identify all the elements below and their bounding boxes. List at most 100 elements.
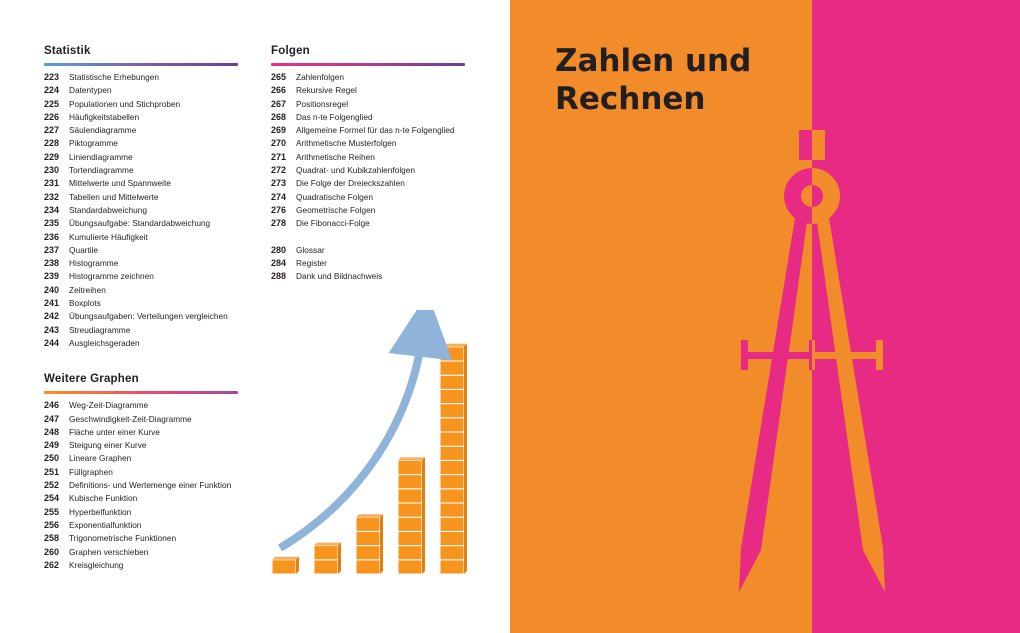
section-rule-statistik [44, 63, 238, 66]
toc-entry-title: Ausgleichsgeraden [69, 337, 140, 348]
toc-entry-title: Füllgraphen [69, 466, 113, 477]
toc-page-number: 242 [44, 311, 60, 322]
toc-page-number: 231 [44, 178, 60, 189]
cube-stack-illustration [271, 310, 467, 575]
toc-entry-title: Piktogramme [69, 138, 118, 149]
toc-page-number: 229 [44, 151, 60, 162]
cube [271, 559, 297, 575]
toc-entry-title: Geometrische Folgen [296, 204, 376, 215]
cube [313, 559, 339, 575]
toc-page-number: 230 [44, 165, 60, 176]
toc-entry-title: Tortendiagramme [69, 165, 134, 176]
toc-page-number: 256 [44, 519, 60, 530]
toc-page-number: 238 [44, 258, 60, 269]
toc-entry: 226 Häufigkeitstabellen [44, 111, 238, 124]
toc-entry: 269 Allgemeine Formel für das n-te Folgen… [271, 124, 465, 137]
section-title-weitere-graphen: Weitere Graphen [44, 373, 139, 386]
toc-entry-title: Trigonometrische Funktionen [69, 533, 177, 544]
toc-entry: 250 Lineare Graphen [44, 452, 238, 465]
toc-entry: 252 Definitions- und Wertemenge einer Fun… [44, 479, 238, 492]
toc-page-number: 274 [271, 191, 287, 202]
toc-entry-title: Lineare Graphen [69, 453, 132, 464]
toc-entry: 244 Ausgleichsgeraden [44, 337, 238, 350]
toc-entry-title: Übungsaufgaben: Verteilungen vergleichen [69, 311, 228, 322]
toc-entry-title: Histogramme zeichnen [69, 271, 154, 282]
toc-entry-title: Kumulierte Häufigkeit [69, 231, 148, 242]
toc-list-weitere-graphen: 246 Weg-Zeit-Diagramme 247 Geschwindigkeit-… [44, 399, 238, 572]
cube [439, 502, 465, 518]
toc-page-number: 265 [271, 72, 287, 82]
toc-entry-title: Graphen verschieben [69, 546, 149, 557]
drawing-compass-icon [739, 130, 885, 592]
toc-entry: 267 Positionsregel [271, 98, 465, 111]
toc-entry: 247 Geschwindigkeit-Zeit-Diagramme [44, 413, 238, 426]
cube [439, 374, 465, 390]
toc-entry-title: Die Folge der Dreieckszahlen [296, 178, 405, 189]
cube [439, 474, 465, 490]
toc-entry-title: Kubische Funktion [69, 493, 138, 504]
toc-entry-title: Weg-Zeit-Diagramme [69, 400, 149, 411]
toc-entry-title: Positionsregel [296, 98, 349, 109]
toc-page-number: 262 [44, 559, 60, 570]
toc-page-number: 249 [44, 440, 60, 451]
toc-page-number: 247 [44, 413, 60, 424]
toc-entry: 278 Die Fibonacci-Folge [271, 217, 465, 230]
section-title-folgen: Folgen [271, 45, 310, 57]
toc-entry: 241 Boxplots [44, 297, 238, 310]
cube [397, 530, 423, 547]
toc-entry: 251 Füllgraphen [44, 466, 238, 479]
toc-entry-title: Steigung einer Kurve [69, 440, 147, 451]
toc-entry: 284 Register [271, 257, 465, 270]
toc-entry-title: Standardabweichung [69, 204, 147, 215]
toc-entry: 266 Rekursive Regel [271, 84, 465, 97]
toc-entry: 242 Übungsaufgaben: Verteilungen vergleic… [44, 310, 238, 323]
toc-page-number: 227 [44, 125, 60, 136]
cube-top-face [356, 514, 383, 518]
toc-entry-title: Fläche unter einer Kurve [69, 426, 160, 437]
toc-entry-title: Arithmetische Reihen [296, 151, 375, 162]
toc-entry-title: Exponentialfunktion [69, 519, 142, 530]
toc-entry-title: Tabellen und Mittelwerte [69, 191, 159, 202]
toc-entry: 270 Arithmetische Musterfolgen [271, 137, 465, 150]
cube [355, 559, 381, 575]
toc-page-number: 241 [44, 298, 60, 309]
cube [355, 530, 381, 547]
toc-entry: 240 Zeitreihen [44, 284, 238, 297]
toc-page-number: 228 [44, 138, 60, 149]
toc-entry: 254 Kubische Funktion [44, 492, 238, 505]
toc-entry-title: Übungsaufgabe: Standardabweichung [69, 218, 211, 229]
toc-page-number: 252 [44, 480, 60, 491]
cube-stack [313, 542, 341, 575]
toc-page-number: 251 [44, 466, 60, 477]
toc-entry-title: Häufigkeitstabellen [69, 111, 140, 122]
toc-entry: 223 Statistische Erhebungen [44, 71, 238, 84]
toc-entry: 248 Fläche unter einer Kurve [44, 426, 238, 439]
toc-page-number: 234 [44, 204, 60, 215]
chapter-title-line-1: Zahlen und [555, 43, 752, 79]
cube [397, 459, 423, 476]
cube [439, 516, 465, 532]
cube [439, 488, 465, 504]
toc-column-left: Statistik 223 Statistische Erhebungen 224 D… [44, 44, 238, 572]
cube-side-face [380, 514, 383, 574]
toc-page-number: 267 [271, 98, 287, 109]
toc-page-number: 236 [44, 231, 60, 242]
toc-list-statistik: 223 Statistische Erhebungen 224 Datentypen 2… [44, 71, 238, 350]
toc-page-number: 269 [271, 125, 287, 136]
toc-page-number: 288 [271, 271, 287, 282]
list-gap [271, 231, 465, 244]
cube-side-face [422, 457, 425, 574]
cube [397, 559, 423, 575]
toc-entry: 234 Standardabweichung [44, 204, 238, 217]
toc-entry: 236 Kumulierte Häufigkeit [44, 231, 238, 244]
toc-page-number: 258 [44, 533, 60, 544]
toc-entry: 260 Graphen verschieben [44, 546, 238, 559]
toc-entry-title: Streudiagramme [69, 324, 131, 335]
toc-entry-title: Boxplots [69, 298, 101, 309]
chapter-title: Zahlen und Rechnen [555, 42, 751, 118]
toc-entry-title: Register [296, 258, 327, 269]
toc-entry-title: Datentypen [69, 85, 112, 96]
cube-side-face [296, 556, 299, 574]
toc-page-number: 278 [271, 218, 287, 229]
toc-entry-title: Hyperbelfunktion [69, 506, 132, 517]
